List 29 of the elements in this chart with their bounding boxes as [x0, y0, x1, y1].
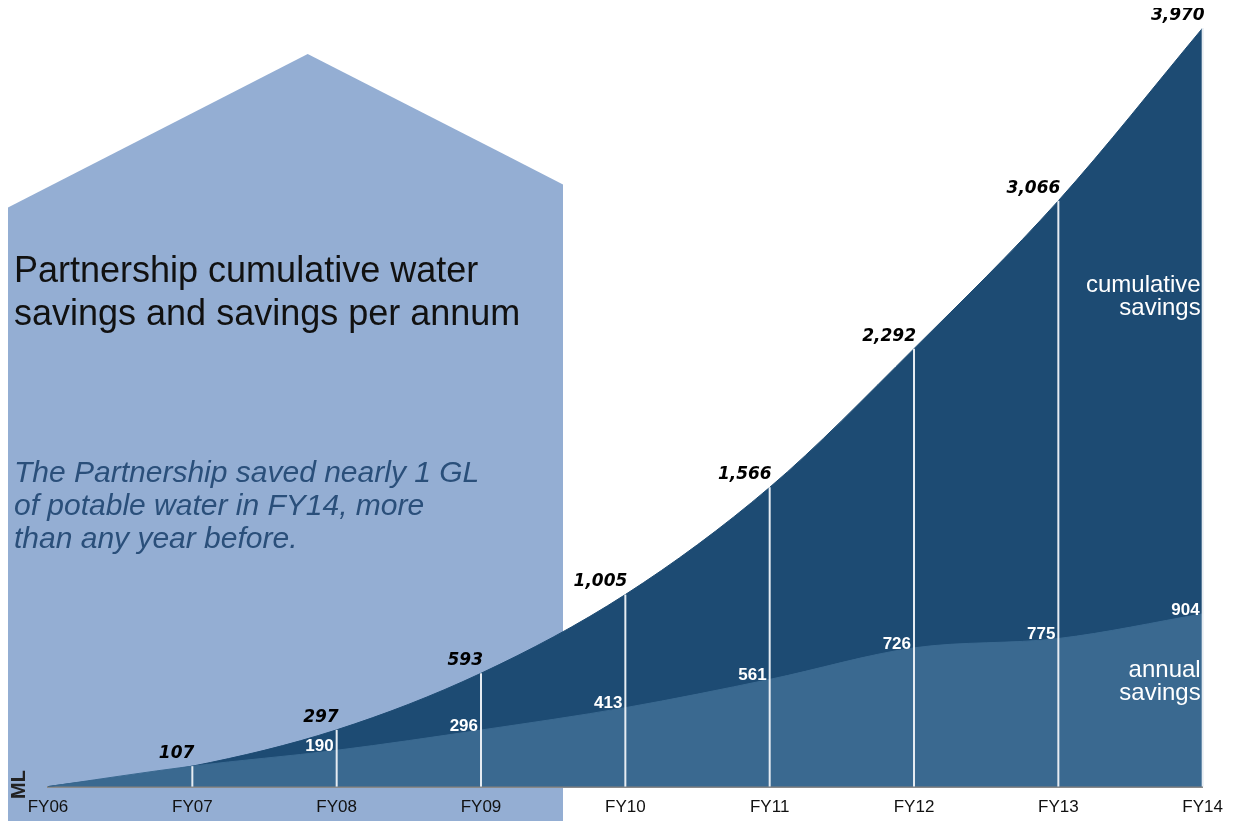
data-label: 413	[593, 693, 623, 713]
data-label: 775	[1026, 624, 1056, 644]
x-tick-label: FY11	[749, 797, 790, 817]
data-label: 297	[303, 705, 339, 726]
x-tick-label: FY08	[316, 797, 357, 817]
x-tick-label: FY07	[172, 797, 213, 817]
data-label: 3,066	[1006, 176, 1061, 197]
data-label: 726	[882, 633, 912, 653]
x-tick-label: FY09	[460, 797, 502, 817]
x-tick-label: FY13	[1038, 797, 1079, 817]
annotation: The Partnership saved nearly 1 GL of potable water in FY14, more than any year before.	[14, 455, 480, 554]
data-label: 107	[158, 742, 195, 763]
data-label: 1,005	[573, 570, 628, 591]
data-label: 593	[447, 649, 484, 670]
y-axis-title: ML	[7, 770, 29, 799]
data-label: 3,970	[1150, 3, 1205, 24]
series-label: annual savings	[1119, 655, 1201, 706]
data-label: 190	[305, 735, 334, 755]
data-label: 561	[738, 665, 767, 685]
data-label: 296	[449, 715, 479, 735]
text: Partnership cumulative water savings and savings per annum	[14, 248, 522, 334]
data-label: 1,566	[717, 463, 772, 484]
x-tick-label: FY12	[893, 797, 935, 817]
series-label: cumulative savings	[1085, 269, 1201, 320]
data-label: 2,292	[862, 324, 917, 345]
x-tick-label: FY10	[605, 797, 646, 817]
x-tick-label: FY06	[27, 797, 69, 817]
data-label: 904	[1171, 599, 1201, 619]
x-tick-label: FY14	[1182, 797, 1223, 817]
